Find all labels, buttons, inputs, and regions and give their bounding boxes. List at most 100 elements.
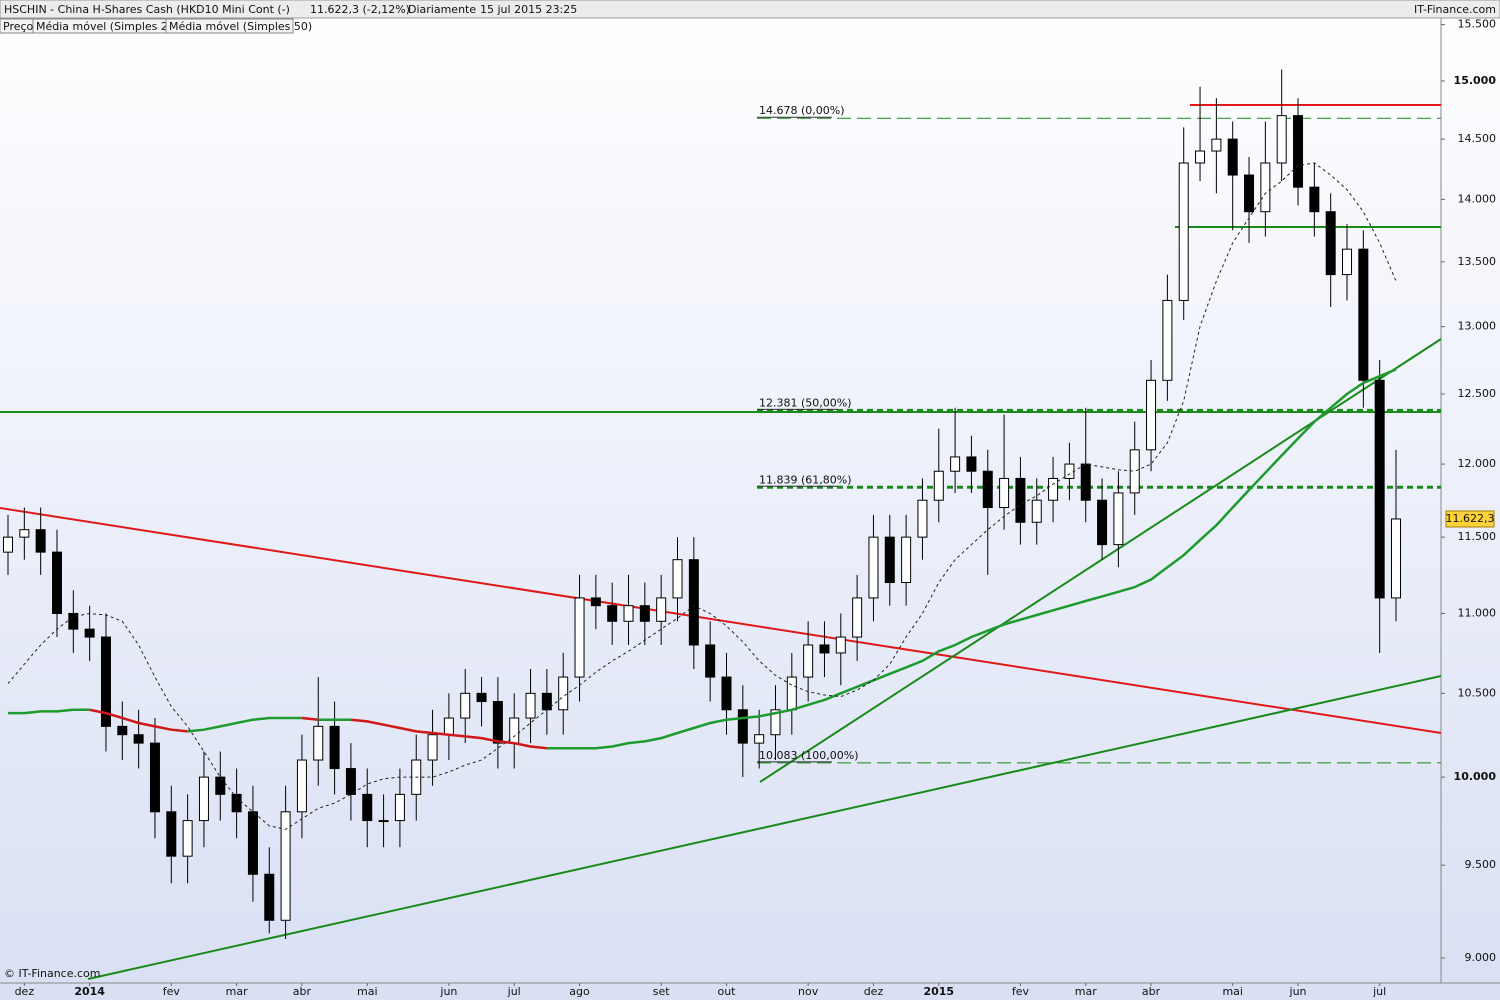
y-tick-label: 13.000	[1458, 320, 1497, 333]
candle-body	[950, 456, 961, 472]
datetime: 15 jul 2015 23:25	[480, 3, 577, 16]
x-tick-label: jun	[1289, 985, 1307, 998]
x-tick-label: abr	[293, 985, 312, 998]
candle-body	[558, 676, 569, 711]
candle-body	[84, 628, 95, 638]
x-tick-label: mar	[226, 985, 248, 998]
fib-label: 14.678 (0,00%)	[759, 104, 845, 117]
candle-body	[1097, 499, 1108, 546]
candle-body	[166, 811, 177, 857]
candle-body	[819, 644, 830, 654]
x-tick-label: mai	[1222, 985, 1243, 998]
candle-body	[590, 597, 601, 607]
x-tick-label: dez	[864, 985, 884, 998]
candle-body	[1293, 115, 1304, 188]
x-tick-label: mar	[1075, 985, 1097, 998]
x-tick-label: ago	[569, 985, 590, 998]
candle-body	[1260, 162, 1271, 213]
candle-body	[378, 820, 389, 823]
candle-body	[100, 636, 111, 727]
candle-body	[345, 768, 356, 795]
candle-body	[803, 644, 814, 678]
candle-body	[705, 644, 716, 678]
candle-body	[835, 636, 846, 654]
candle-body	[198, 776, 209, 822]
candle-body	[672, 559, 683, 599]
candle-body	[1048, 477, 1059, 501]
candle-body	[1276, 115, 1287, 164]
candle-body	[1244, 174, 1255, 213]
y-tick-label: 10.000	[1454, 770, 1497, 783]
candle-body	[901, 536, 912, 584]
moving-average	[187, 716, 302, 733]
candle-body	[182, 820, 193, 857]
x-tick-label: nov	[798, 985, 819, 998]
y-tick-label: 15.500	[1458, 18, 1497, 31]
y-tick-label: 10.500	[1458, 686, 1497, 699]
candle-body	[427, 734, 438, 761]
candle-body	[362, 793, 373, 822]
y-tick-label: 11.000	[1458, 606, 1497, 619]
candle-body	[917, 499, 928, 538]
candle-body	[1146, 379, 1157, 451]
legend-entry: Média móvel (Simples 200)	[36, 20, 186, 33]
moving-average	[301, 716, 319, 721]
candle-body	[133, 734, 144, 744]
x-tick-label: mai	[357, 985, 378, 998]
candle-body	[639, 605, 650, 622]
candle-body	[394, 793, 405, 822]
candle-body	[1080, 463, 1091, 501]
fib-label: 12.381 (50,00%)	[759, 396, 852, 409]
candle-body	[149, 742, 160, 813]
x-tick-label: out	[717, 985, 736, 998]
candle-body	[3, 536, 13, 553]
candle-body	[884, 536, 895, 584]
x-tick-label: set	[653, 985, 670, 998]
candle-body	[574, 597, 585, 678]
candle-body	[1195, 150, 1206, 164]
moving-average	[8, 708, 90, 715]
candle-body	[656, 597, 667, 622]
y-tick-label: 14.500	[1458, 132, 1497, 145]
candle-body	[754, 734, 765, 744]
trend-line	[87, 675, 1442, 980]
x-tick-label: jul	[507, 985, 521, 998]
x-tick-label: 2015	[923, 985, 954, 998]
y-tick-label: 11.500	[1458, 530, 1497, 543]
candle-body	[852, 597, 863, 638]
candle-body	[1342, 248, 1353, 276]
x-tick-label: jun	[439, 985, 457, 998]
candle-body	[296, 759, 307, 813]
candle-body	[1064, 463, 1075, 479]
candle-body	[541, 692, 552, 711]
candle-body	[1129, 449, 1140, 494]
candle-body	[460, 692, 471, 719]
candle-body	[1113, 492, 1124, 546]
legend-entry: Média móvel (Simples 50)	[169, 20, 312, 33]
drawings	[0, 104, 1442, 980]
legend-box	[165, 18, 294, 34]
candle-body	[737, 709, 748, 744]
candle-body	[68, 612, 79, 630]
candle-body	[1309, 186, 1320, 213]
candle-body	[1031, 499, 1042, 523]
candle-body	[999, 477, 1010, 509]
y-tick-label: 9.500	[1465, 858, 1497, 871]
x-tick-label: dez	[15, 985, 35, 998]
candle-body	[313, 725, 324, 761]
moving-average	[546, 368, 1397, 750]
symbol: HSCHIN - China H-Shares Cash (HKD10 Mini…	[4, 3, 290, 16]
y-tick-label: 14.000	[1458, 192, 1497, 205]
candle-body	[329, 725, 340, 770]
candle-body	[19, 529, 30, 538]
price-tag	[1445, 510, 1495, 528]
candle-body	[1178, 162, 1189, 301]
x-tick-label: fev	[163, 985, 181, 998]
candle-body	[264, 873, 275, 921]
quote: 11.622,3 (-2,12%)	[310, 3, 410, 16]
candle-body	[623, 605, 634, 622]
candle-body	[786, 676, 797, 711]
moving-average	[89, 708, 188, 733]
